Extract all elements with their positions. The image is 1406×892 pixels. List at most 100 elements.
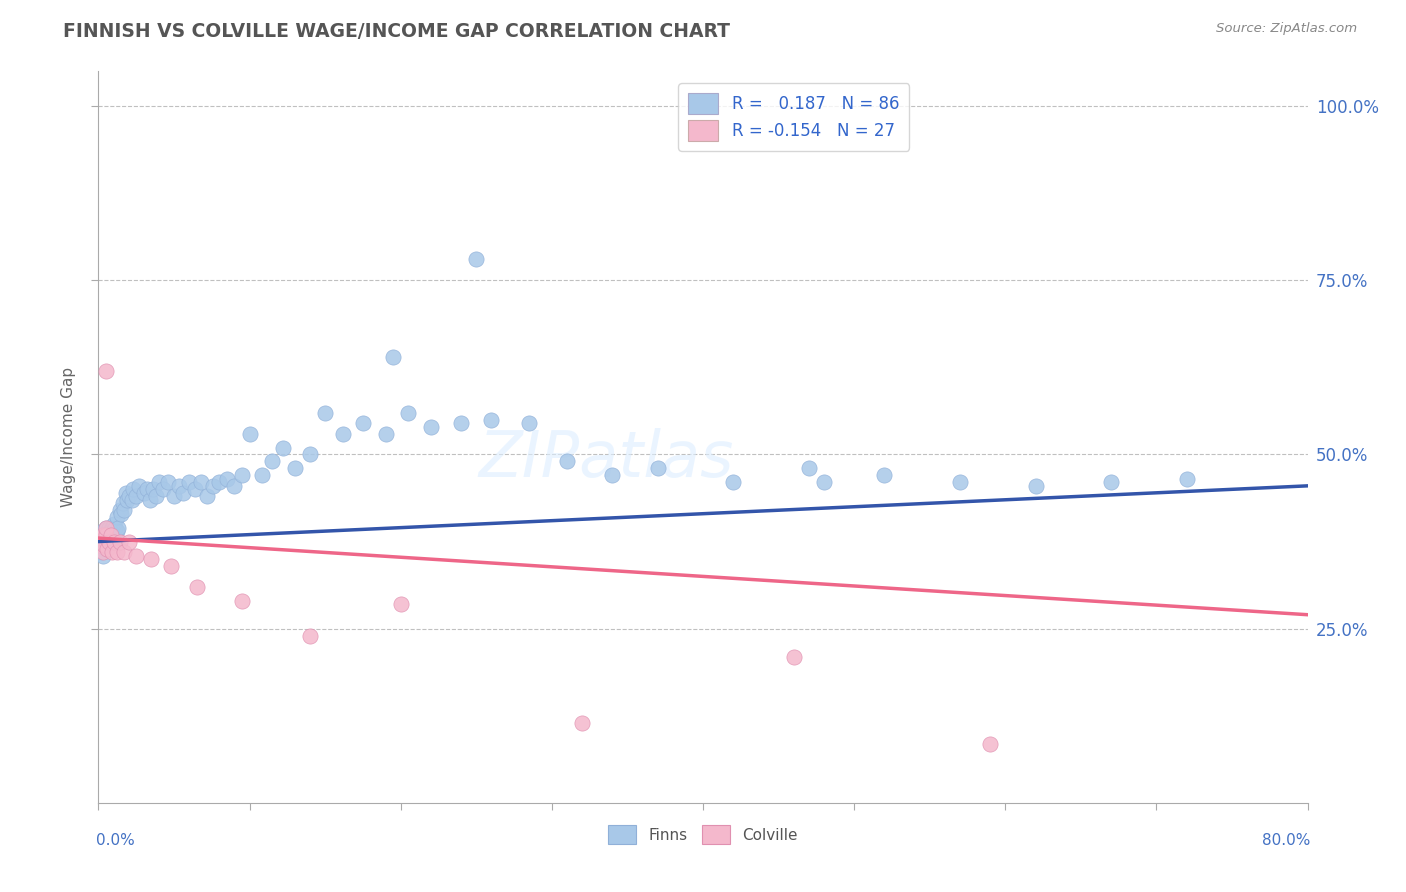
Point [100, 524, 122, 538]
Point [163, 489, 186, 503]
Point [125, 549, 148, 563]
Point [112, 503, 135, 517]
Point [115, 492, 138, 507]
Point [91, 534, 114, 549]
Point [571, 715, 593, 730]
Point [465, 252, 488, 267]
Point [100, 527, 122, 541]
Point [101, 527, 124, 541]
Point [202, 479, 225, 493]
Point [1175, 472, 1198, 486]
Point [121, 492, 143, 507]
Point [94, 534, 117, 549]
Point [128, 479, 150, 493]
Point [90, 545, 112, 559]
Point [139, 492, 162, 507]
Text: Source: ZipAtlas.com: Source: ZipAtlas.com [1216, 22, 1357, 36]
Point [108, 503, 131, 517]
Point [96, 538, 118, 552]
Point [114, 485, 136, 500]
Point [148, 475, 170, 490]
Point [107, 521, 129, 535]
Point [602, 468, 624, 483]
Point [110, 507, 132, 521]
Point [284, 461, 307, 475]
Point [142, 483, 165, 497]
Point [382, 350, 405, 364]
Point [91, 545, 114, 559]
Point [98, 534, 121, 549]
Point [89, 538, 111, 552]
Point [118, 534, 141, 549]
Point [90, 531, 112, 545]
Point [420, 419, 443, 434]
Point [103, 517, 125, 532]
Point [949, 475, 972, 490]
Point [96, 531, 118, 545]
Point [105, 510, 128, 524]
Point [94, 541, 117, 556]
Point [374, 426, 396, 441]
Point [118, 489, 141, 503]
Point [314, 406, 336, 420]
Point [108, 534, 131, 549]
Point [104, 534, 127, 549]
Point [89, 538, 111, 552]
Point [101, 521, 124, 535]
Point [122, 483, 145, 497]
Point [94, 521, 117, 535]
Point [93, 527, 115, 541]
Point [135, 483, 157, 497]
Point [112, 545, 135, 559]
Point [98, 521, 121, 535]
Text: FINNISH VS COLVILLE WAGE/INCOME GAP CORRELATION CHART: FINNISH VS COLVILLE WAGE/INCOME GAP CORR… [63, 22, 730, 41]
Text: 0.0%: 0.0% [96, 833, 135, 848]
Point [184, 483, 207, 497]
Point [98, 527, 121, 541]
Point [1099, 475, 1122, 490]
Y-axis label: Wage/Income Gap: Wage/Income Gap [60, 367, 76, 508]
Point [450, 416, 472, 430]
Text: ZIPatlas: ZIPatlas [478, 428, 734, 490]
Point [101, 545, 124, 559]
Point [160, 558, 183, 573]
Point [96, 541, 118, 556]
Point [873, 468, 896, 483]
Point [91, 524, 114, 538]
Point [262, 454, 284, 468]
Point [332, 426, 354, 441]
Point [111, 496, 134, 510]
Point [1024, 479, 1046, 493]
Point [208, 475, 231, 490]
Point [299, 629, 322, 643]
Point [215, 472, 238, 486]
Point [91, 549, 114, 563]
Point [555, 454, 578, 468]
Point [813, 475, 835, 490]
Point [179, 475, 201, 490]
Point [797, 461, 820, 475]
Point [94, 364, 117, 378]
Point [481, 412, 503, 426]
Point [186, 580, 208, 594]
Point [141, 552, 163, 566]
Point [103, 534, 125, 549]
Point [647, 461, 669, 475]
Point [103, 531, 125, 545]
Point [132, 485, 155, 500]
Point [239, 426, 262, 441]
Point [224, 479, 246, 493]
Point [125, 489, 148, 503]
Point [167, 479, 190, 493]
Point [517, 416, 540, 430]
Legend: Finns, Colville: Finns, Colville [602, 819, 804, 850]
Point [231, 468, 253, 483]
Point [299, 448, 322, 462]
Point [190, 475, 212, 490]
Point [271, 441, 294, 455]
Point [90, 531, 112, 545]
Point [231, 594, 253, 608]
Text: 80.0%: 80.0% [1263, 833, 1310, 848]
Point [94, 521, 117, 535]
Point [783, 649, 806, 664]
